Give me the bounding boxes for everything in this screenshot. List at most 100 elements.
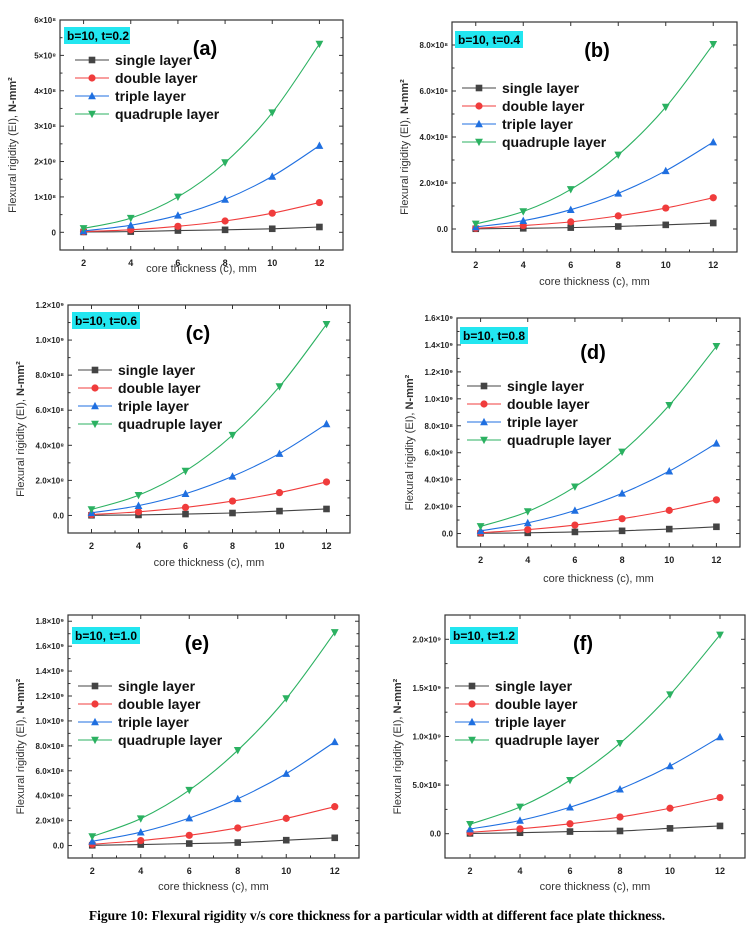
data-point-single-layer [282,836,290,844]
data-point-single-layer [323,505,330,513]
data-point-double-layer [571,521,579,529]
y-tick-label: 8.0×10⁸ [36,371,65,380]
data-point-quadruple-layer [616,740,624,748]
legend-label-single-layer: single layer [495,678,573,694]
x-tick-label: 12 [330,866,340,876]
data-point-quadruple-layer [571,483,579,491]
data-point-double-layer [716,793,724,802]
x-tick-label: 4 [128,258,133,268]
y-tick-label: 6.0×10⁸ [36,406,65,415]
x-tick-label: 8 [620,555,625,565]
data-point-single-layer [174,227,182,234]
y-tick-label: 4.0×10⁸ [420,133,449,142]
y-tick-label: 1×10⁸ [34,193,56,202]
data-point-quadruple-layer [716,631,724,640]
x-axis-title: core thickness (c), mm [540,881,651,893]
data-point-single-layer [614,223,622,230]
legend-marker-quadruple-layer [475,138,483,147]
data-point-quadruple-layer [87,506,96,514]
x-tick-label: 8 [617,866,622,876]
series-line-quadruple-layer [91,323,327,511]
series-line-triple-layer [475,141,714,228]
y-tick-label: 8.0×10⁸ [425,422,454,431]
y-axis-title-quantity: Flexural rigidity (EI), [7,112,19,213]
legend-marker-quadruple-layer [91,420,99,429]
data-point-quadruple-layer [221,159,229,167]
series-line-double-layer [469,797,721,833]
data-point-triple-layer [716,732,724,741]
x-tick-label: 4 [136,541,141,551]
data-point-triple-layer [185,814,194,822]
data-point-single-layer [182,510,189,518]
data-point-triple-layer [566,803,574,811]
data-point-triple-layer [134,501,143,509]
data-point-single-layer [665,525,673,533]
data-point-triple-layer [566,205,575,213]
parameter-label: b=10, t=0.8 [463,329,525,343]
x-tick-label: 12 [715,866,725,876]
data-point-double-layer [228,497,237,505]
parameter-label: b=10, t=1.2 [453,629,515,643]
series-line-triple-layer [92,741,336,842]
y-tick-label: 4.0×10⁸ [36,441,65,450]
chart-panel-f: 0.0 5.0×10⁸ 1.0×10⁹ 1.5×10⁹ 2.0×10⁹ 2 4 6 8 10 12 c… [392,614,746,893]
data-point-triple-layer [275,449,284,457]
legend-label-single-layer: single layer [507,378,585,394]
chart-panel-e: 0.0 2.0×10⁸ 4.0×10⁸ 6.0×10⁸ 8.0×10⁸ 1.0×10⁹ 1.… [15,614,360,893]
series-line-double-layer [83,202,320,233]
data-point-single-layer [618,527,626,535]
x-axis-title: core thickness (c), mm [543,573,654,585]
series-line-triple-layer [83,145,320,232]
data-point-quadruple-layer [174,193,182,202]
series-line-quadruple-layer [480,345,717,527]
data-point-single-layer [316,223,323,231]
legend-label-quadruple-layer: quadruple layer [115,106,220,122]
data-point-triple-layer [233,794,242,803]
data-point-double-layer [322,478,331,486]
data-point-double-layer [709,194,717,202]
y-tick-label: 6.0×10⁸ [420,87,449,96]
legend-label-triple-layer: triple layer [495,714,566,730]
x-tick-label: 6 [572,555,577,565]
legend-marker-single-layer [91,366,99,374]
parameter-label: b=10, t=0.2 [67,29,129,43]
data-point-double-layer [566,820,574,828]
data-point-quadruple-layer [136,815,145,823]
parameter-box [450,627,518,644]
y-axis-title: Flexural rigidity (EI), N-mm² [399,79,411,215]
y-tick-label: 5.0×10⁸ [413,781,442,790]
data-point-double-layer [185,831,193,839]
series-line-single-layer [480,526,717,534]
y-tick-label: 1.2×10⁹ [36,692,65,701]
x-tick-label: 12 [711,555,721,565]
data-point-quadruple-layer [88,833,97,841]
data-point-quadruple-layer [315,40,324,49]
y-tick-label: 4.0×10⁸ [425,476,454,485]
legend-label-triple-layer: triple layer [502,116,573,132]
y-axis-title-quantity: Flexural rigidity (EI), [15,713,27,814]
data-point-single-layer [566,828,574,835]
data-point-quadruple-layer [618,448,626,456]
legend-label-double-layer: double layer [115,70,198,86]
chart-panel-d: 0.0 2.0×10⁸ 4.0×10⁸ 6.0×10⁸ 8.0×10⁸ 1.0×10⁹ 1.… [404,314,741,585]
panel-letter: (d) [580,342,606,364]
legend-marker-quadruple-layer [91,736,99,745]
x-tick-label: 2 [81,258,86,268]
parameter-box [64,27,130,44]
data-point-triple-layer [523,518,532,527]
data-point-triple-layer [618,489,626,497]
y-axis-title-unit: N-mm² [7,77,19,112]
data-point-single-layer [221,226,229,234]
x-tick-label: 6 [183,541,188,551]
data-point-quadruple-layer [466,820,474,829]
legend-marker-double-layer [91,700,99,708]
data-point-double-layer [134,508,143,516]
y-tick-label: 1.4×10⁹ [36,667,65,676]
data-point-triple-layer [322,419,331,428]
y-axis-title-quantity: Flexural rigidity (EI), [404,409,416,510]
x-tick-label: 10 [661,260,671,270]
legend-marker-quadruple-layer [468,736,476,745]
data-point-quadruple-layer [666,691,674,699]
legend-marker-double-layer [468,700,476,708]
legend-label-double-layer: double layer [507,396,590,412]
